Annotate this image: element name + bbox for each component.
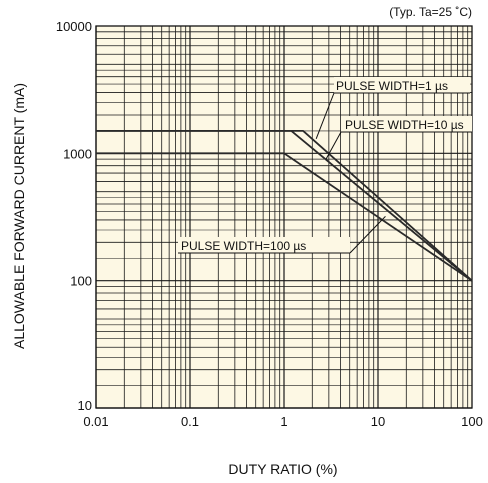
annotation-leader [315,92,335,140]
series-annotations: PULSE WIDTH=1 µs PULSE WIDTH=10 µs PULSE W… [178,77,472,254]
y-tick-labels: 10 100 1000 10000 [56,19,92,413]
series-lines [96,129,473,282]
y-tick-label: 1000 [63,146,92,161]
annotation-bg [178,237,350,253]
series-line-3 [96,152,473,282]
y-tick-label: 10 [78,398,92,413]
annotation-label-3: PULSE WIDTH=100 µs [181,239,306,253]
x-tick-label: 100 [461,414,483,429]
x-tick-labels: 0.01 0.1 1 10 100 [83,414,483,429]
x-tick-label: 1 [280,414,287,429]
y-tick-label: 10000 [56,19,92,34]
annotation-leader [325,131,342,160]
plot-frame [95,25,473,409]
grid [95,26,472,409]
y-tick-label: 100 [70,274,92,289]
x-axis-title: DUTY RATIO (%) [228,461,337,477]
annotation-bg [341,116,472,132]
annotation-bg [334,77,470,93]
y-axis-title: ALLOWABLE FORWARD CURRENT (mA) [11,83,27,349]
x-tick-label: 0.1 [181,414,199,429]
series-line-2 [96,129,473,282]
x-tick-label: 0.01 [83,414,108,429]
annotation-label-2: PULSE WIDTH=10 µs [345,118,464,132]
condition-note: (Typ. Ta=25 ˚C) [389,5,472,19]
annotation-label-1: PULSE WIDTH=1 µs [336,79,448,93]
x-tick-label: 10 [371,414,385,429]
annotation-leader [349,215,386,254]
